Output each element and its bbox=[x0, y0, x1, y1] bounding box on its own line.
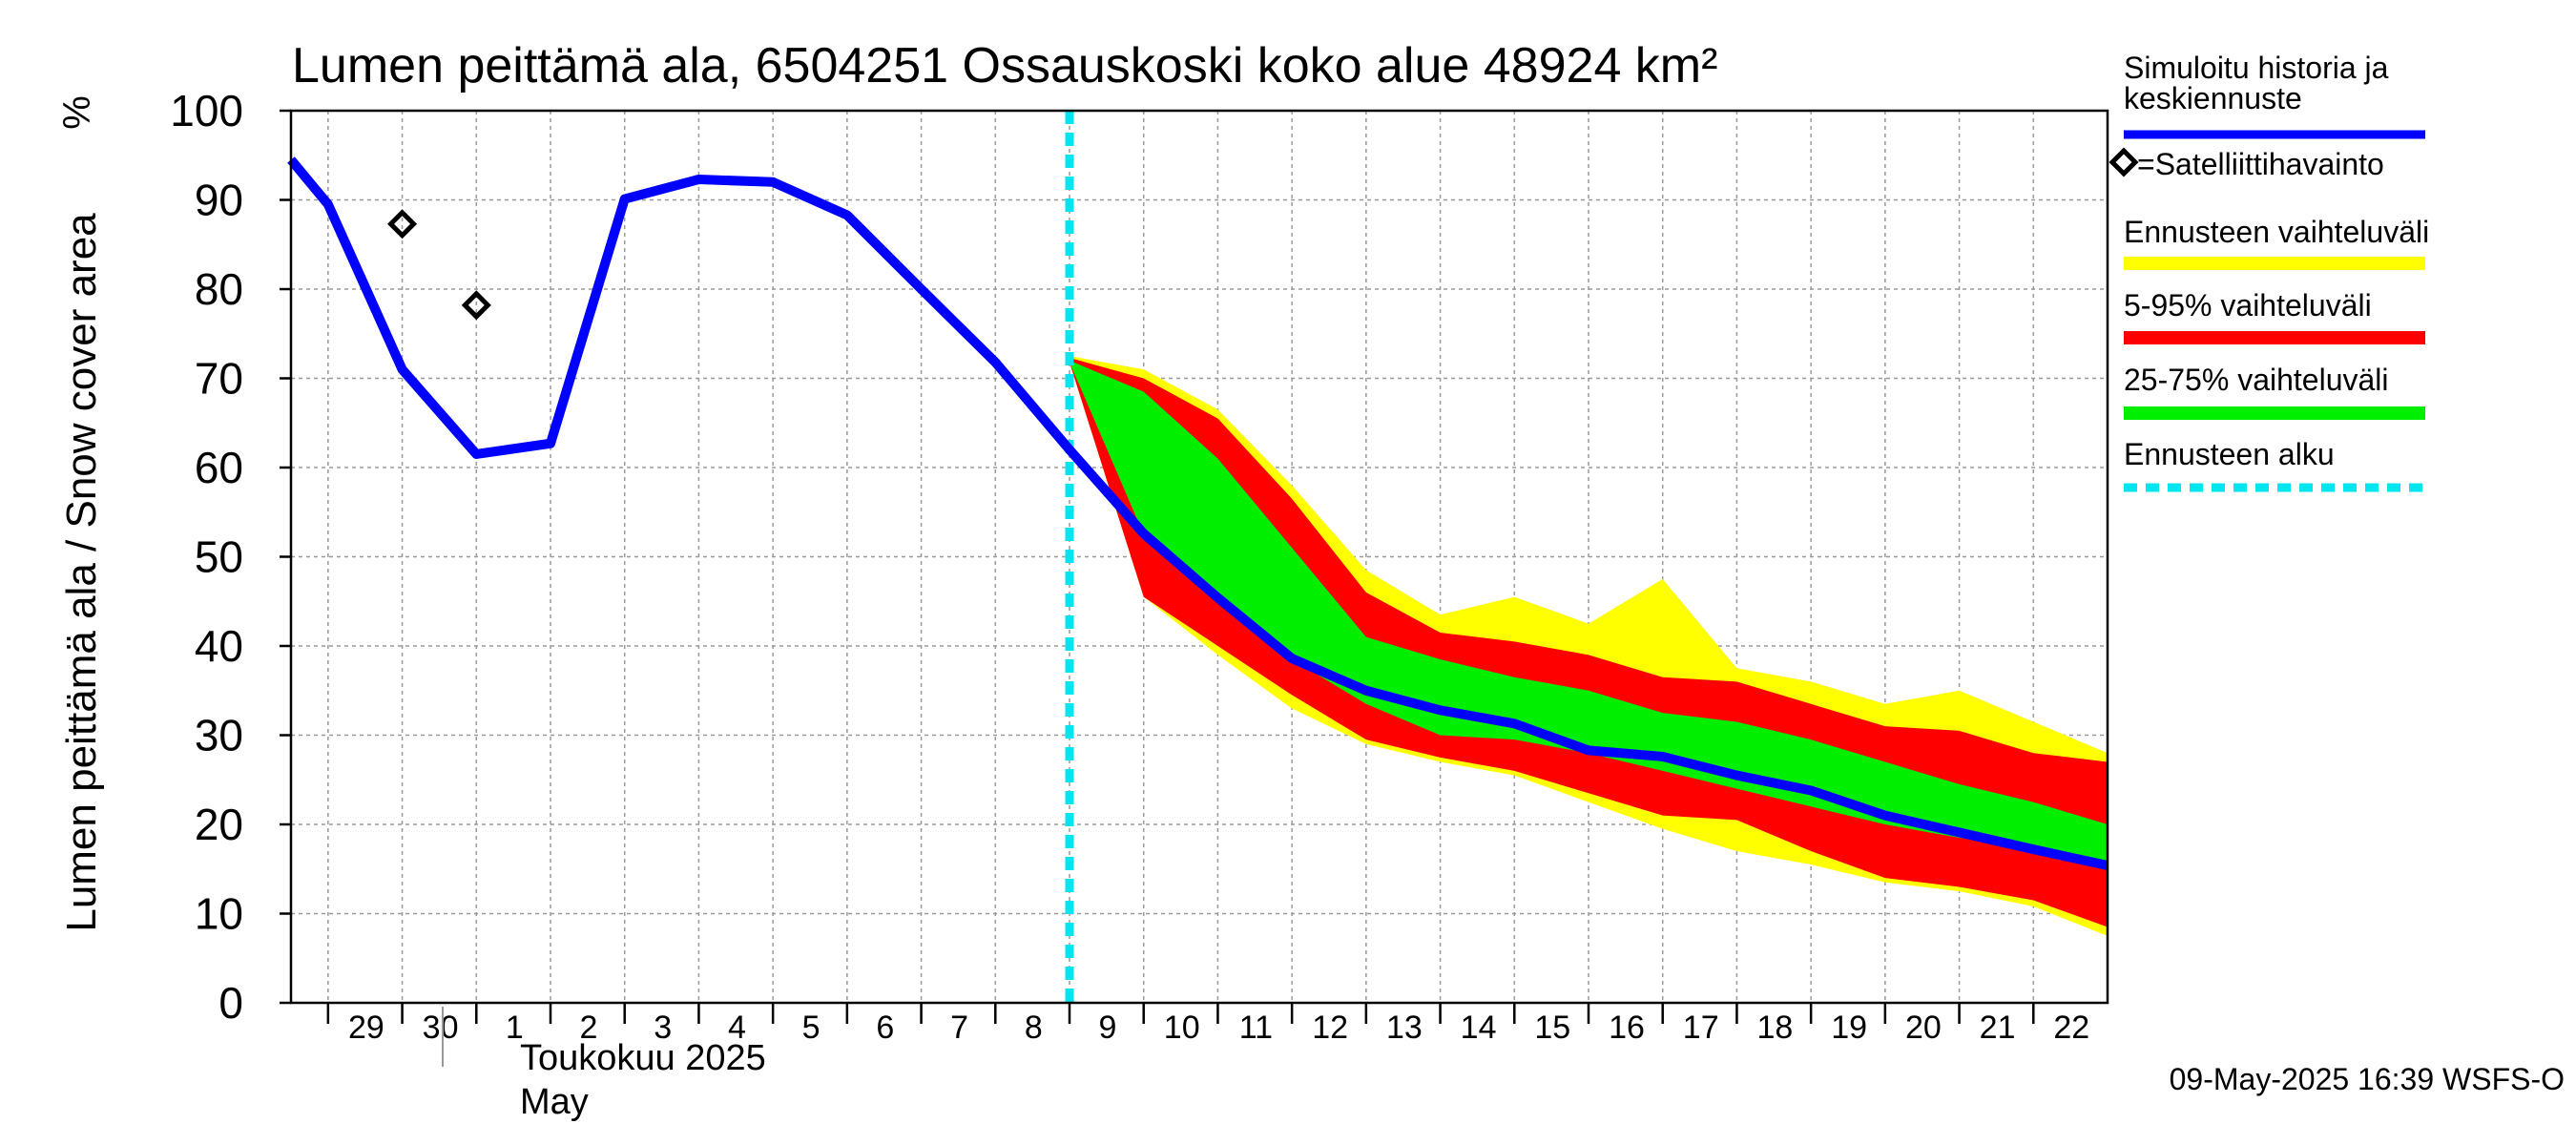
x-tick-label: 30 bbox=[423, 1010, 459, 1046]
x-tick-label: 21 bbox=[1980, 1010, 2016, 1046]
y-tick-label: 50 bbox=[195, 532, 243, 582]
satellite-markers bbox=[387, 209, 491, 321]
x-tick-label: 16 bbox=[1609, 1010, 1645, 1046]
x-tick-label: 29 bbox=[348, 1010, 384, 1046]
x-tick-label: 19 bbox=[1831, 1010, 1867, 1046]
legend-label: Simuloitu historia ja bbox=[2124, 51, 2389, 85]
x-tick-label: 13 bbox=[1386, 1010, 1423, 1046]
x-tick-label: 8 bbox=[1025, 1010, 1043, 1046]
x-tick-label: 4 bbox=[728, 1010, 746, 1046]
y-tick-labels: 0 10 20 30 40 50 60 70 80 90 100 bbox=[170, 86, 291, 1028]
x-tick-label: 5 bbox=[802, 1010, 821, 1046]
x-tick-label: 17 bbox=[1683, 1010, 1719, 1046]
y-tick-label: 70 bbox=[195, 354, 243, 404]
y-tick-label: 40 bbox=[195, 621, 243, 671]
x-tick-label: 14 bbox=[1461, 1010, 1497, 1046]
x-tick-label: 7 bbox=[950, 1010, 968, 1046]
y-tick-label: 90 bbox=[195, 176, 243, 225]
y-tick-label: 80 bbox=[195, 264, 243, 314]
y-tick-label: 30 bbox=[195, 711, 243, 760]
x-tick-label: 15 bbox=[1534, 1010, 1570, 1046]
legend-label: 25-75% vaihteluväli bbox=[2124, 363, 2389, 397]
y-axis-label: Lumen peittämä ala / Snow cover area bbox=[58, 213, 105, 932]
legend-label: keskiennuste bbox=[2124, 81, 2302, 115]
y-tick-label: 20 bbox=[195, 800, 243, 849]
legend-label: =Satelliittihavainto bbox=[2137, 147, 2384, 181]
x-tick-label: 18 bbox=[1757, 1010, 1794, 1046]
satellite-observation-point bbox=[461, 290, 491, 321]
mean-series-line bbox=[287, 156, 2109, 870]
x-tick-labels: 29 30 1 2 3 4 5 6 7 8 9 10 11 12 13 14 15 16 17 18 19 20 21 22 bbox=[326, 1003, 2089, 1046]
y-tick-label: 100 bbox=[170, 86, 243, 135]
x-tick-label: 6 bbox=[876, 1010, 894, 1046]
legend-label: Ennusteen alku bbox=[2124, 437, 2335, 471]
chart-title: Lumen peittämä ala, 6504251 Ossauskoski … bbox=[292, 38, 1717, 94]
legend-marker bbox=[2109, 147, 2139, 177]
x-tick-label: 22 bbox=[2053, 1010, 2089, 1046]
month-label-fi: Toukokuu 2025 bbox=[520, 1038, 766, 1078]
y-tick-label: 0 bbox=[218, 978, 243, 1028]
x-tick-label: 1 bbox=[506, 1010, 524, 1046]
x-tick-label: 12 bbox=[1312, 1010, 1348, 1046]
month-label-en: May bbox=[520, 1082, 589, 1122]
x-tick-label: 20 bbox=[1905, 1010, 1942, 1046]
y-tick-label: 10 bbox=[195, 889, 243, 939]
x-tick-label: 3 bbox=[654, 1010, 672, 1046]
satellite-observation-point bbox=[387, 209, 418, 239]
x-tick-label: 2 bbox=[580, 1010, 598, 1046]
series-lines bbox=[287, 111, 2109, 1003]
legend-label: 5-95% vaihteluväli bbox=[2124, 288, 2372, 323]
y-tick-label: 60 bbox=[195, 443, 243, 492]
legend-label: Ennusteen vaihteluväli bbox=[2124, 215, 2429, 249]
x-tick-label: 10 bbox=[1164, 1010, 1200, 1046]
timestamp-footer: 09-May-2025 16:39 WSFS-O bbox=[2170, 1062, 2565, 1096]
forecast-bands bbox=[1070, 356, 2108, 936]
band-25-75-vaihteluv-li bbox=[1070, 360, 2108, 865]
x-tick-label: 9 bbox=[1099, 1010, 1117, 1046]
x-tick-label: 11 bbox=[1239, 1010, 1273, 1046]
y-axis-unit: % bbox=[56, 95, 98, 130]
